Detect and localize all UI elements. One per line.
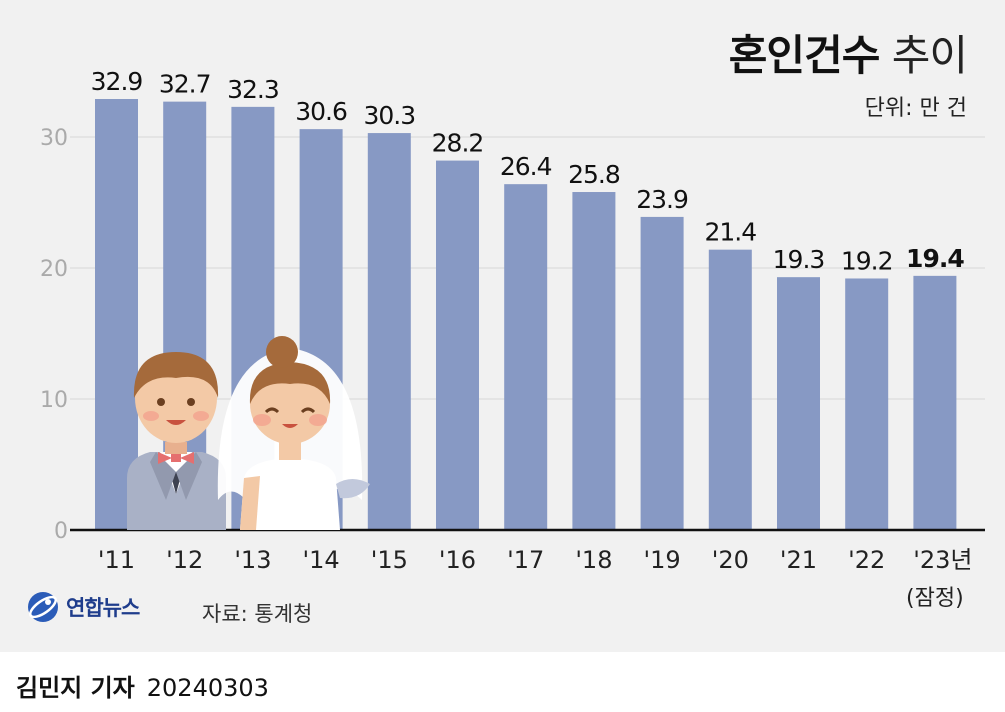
bar: [504, 184, 548, 530]
x-tick-label: '14: [303, 546, 340, 574]
x-tick-label: '20: [712, 546, 749, 574]
value-label: 26.4: [500, 152, 552, 181]
x-tick-label: '15: [371, 546, 408, 574]
y-tick-label: 20: [40, 257, 68, 282]
y-tick-label: 30: [40, 126, 68, 151]
x-tick-label: '17: [507, 546, 544, 574]
value-label: 19.2: [841, 246, 893, 275]
bar: [95, 99, 138, 530]
unit-label: 단위: 만 건: [864, 96, 967, 121]
x-tick-label: '21: [780, 546, 817, 574]
byline: 김민지 기자 20240303: [16, 668, 269, 703]
yonhap-logo: 연합뉴스: [26, 590, 140, 624]
logo-text: 연합뉴스: [66, 596, 140, 620]
bar: [367, 133, 411, 530]
value-label: 32.9: [91, 67, 143, 96]
bride-and-groom-icon: [127, 336, 370, 530]
x-tick-label: '13: [234, 546, 271, 574]
x-tick-label: '18: [575, 546, 612, 574]
title-suffix: 추이: [891, 31, 968, 80]
publish-date: 20240303: [146, 674, 269, 702]
globe-icon: [28, 592, 58, 622]
y-tick-label: 0: [54, 519, 68, 544]
value-label: 19.4: [906, 244, 964, 273]
value-labels: 32.9 32.7 32.3 30.6 30.3 28.2 26.4 25.8 23.9 21.4…: [91, 67, 966, 275]
value-label: 28.2: [432, 129, 484, 158]
x-axis-labels: '11 '12 '13 '14 '15 '16 '17 '18 '19 '20 '21 '22 '23년: [98, 546, 973, 574]
source-label: 자료: 통계청: [202, 602, 313, 626]
value-label: 23.9: [636, 185, 688, 214]
value-label: 21.4: [704, 218, 756, 247]
bar: [436, 160, 479, 530]
x-tick-label: '19: [644, 546, 681, 574]
value-label: 25.8: [568, 160, 620, 189]
x-tick-label: '11: [98, 546, 135, 574]
bar: [640, 216, 684, 530]
value-label: 19.3: [773, 245, 825, 274]
bar: [572, 192, 616, 530]
x-tick-label: '23년: [913, 546, 972, 574]
chart-title: 혼인건수 추이: [728, 22, 968, 83]
x-tick-label: '16: [439, 546, 476, 574]
reporter-name: 김민지 기자: [16, 674, 135, 702]
bar: [845, 278, 889, 530]
value-label: 30.3: [363, 101, 415, 130]
value-label: 32.7: [159, 70, 211, 99]
x-tick-label: '12: [166, 546, 203, 574]
bar: [913, 275, 957, 530]
y-tick-label: 10: [40, 388, 68, 413]
provisional-note: (잠정): [906, 586, 964, 611]
bar: [777, 277, 820, 530]
x-tick-label: '22: [848, 546, 885, 574]
title-main: 혼인건수: [728, 31, 881, 80]
bar: [708, 249, 752, 530]
chart-panel: 0 10 20 30 32.9 32.7 32.3 30.6 30.3 28.2 26.4 25.8…: [0, 0, 1005, 652]
bar-chart: 0 10 20 30 32.9 32.7 32.3 30.6 30.3 28.2 26.4 25.8…: [40, 67, 985, 574]
y-axis-ticks: 0 10 20 30: [40, 126, 68, 544]
value-label: 30.6: [295, 97, 347, 126]
value-label: 32.3: [227, 75, 279, 104]
